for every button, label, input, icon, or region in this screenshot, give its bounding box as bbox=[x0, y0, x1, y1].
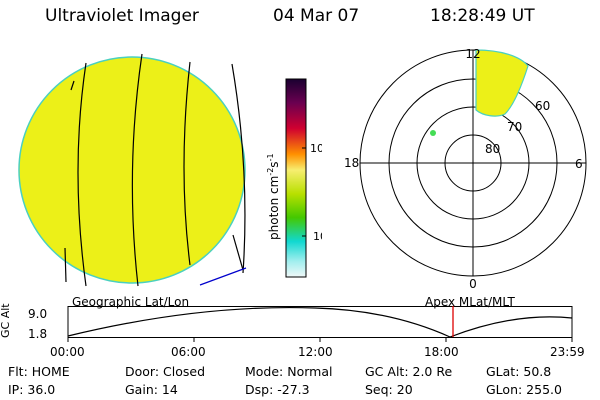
app-title: Ultraviolet Imager bbox=[45, 6, 199, 26]
colorbar-label: photon cm-2s-1 bbox=[266, 153, 281, 240]
mlt-label-0: 0 bbox=[469, 277, 477, 291]
aurora-region bbox=[475, 49, 529, 117]
polar-grid bbox=[359, 49, 587, 277]
lat-label-80: 80 bbox=[485, 142, 500, 156]
time-label: 18:28:49 UT bbox=[430, 6, 535, 26]
lat-label-70: 70 bbox=[507, 120, 522, 134]
mode-status: Mode: Normal bbox=[245, 364, 333, 379]
glon-status: GLon: 255.0 bbox=[486, 382, 562, 397]
timeline-frame bbox=[67, 306, 573, 338]
glat-status: GLat: 50.8 bbox=[486, 364, 552, 379]
timeline-xtick-1800: 18:00 bbox=[424, 345, 459, 359]
ip-status: IP: 36.0 bbox=[8, 382, 56, 397]
colorbar-tick-label-10: 10 bbox=[313, 230, 322, 243]
apex-caption: Apex MLat/MLT bbox=[425, 295, 515, 309]
timeline-xtick-0600: 06:00 bbox=[171, 345, 206, 359]
timeline-ytick-max: 9.0 bbox=[28, 307, 48, 321]
timeline-ytick-min: 1.8 bbox=[28, 327, 48, 341]
dsp-status: Dsp: -27.3 bbox=[245, 382, 310, 397]
mlt-label-18: 18 bbox=[344, 156, 359, 170]
longitude-lines bbox=[64, 53, 246, 287]
geographic-image bbox=[18, 53, 247, 287]
altitude-curve bbox=[67, 306, 573, 338]
aurora-spot bbox=[430, 130, 436, 136]
timeline-plot bbox=[67, 306, 573, 342]
door-status: Door: Closed bbox=[125, 364, 206, 379]
colorbar-tick-label-100: 100 bbox=[310, 142, 322, 155]
colorbar: 100 10 photon cm-2s-1 bbox=[266, 78, 322, 278]
timeline-xtick-1200: 12:00 bbox=[298, 345, 333, 359]
colorbar-gradient bbox=[285, 78, 307, 278]
mlt-label-6: 6 bbox=[575, 157, 583, 171]
lat-label-60: 60 bbox=[535, 99, 550, 113]
seq-status: Seq: 20 bbox=[365, 382, 413, 397]
gain-status: Gain: 14 bbox=[125, 382, 178, 397]
timeline-xtick-0000: 00:00 bbox=[50, 345, 85, 359]
horizon-line bbox=[199, 267, 247, 286]
polar-plot: 12 18 6 0 60 70 80 bbox=[344, 47, 587, 291]
flight-status: Flt: HOME bbox=[8, 364, 70, 379]
geographic-caption: Geographic Lat/Lon bbox=[72, 295, 190, 309]
gc-alt-status: GC Alt: 2.0 Re bbox=[365, 364, 453, 379]
mlt-label-12: 12 bbox=[465, 47, 480, 61]
timeline-xtick-2359: 23:59 bbox=[550, 345, 585, 359]
date-label: 04 Mar 07 bbox=[273, 6, 360, 26]
timeline-xticks bbox=[67, 337, 573, 342]
timeline-ylabel: GC Alt bbox=[0, 303, 12, 338]
